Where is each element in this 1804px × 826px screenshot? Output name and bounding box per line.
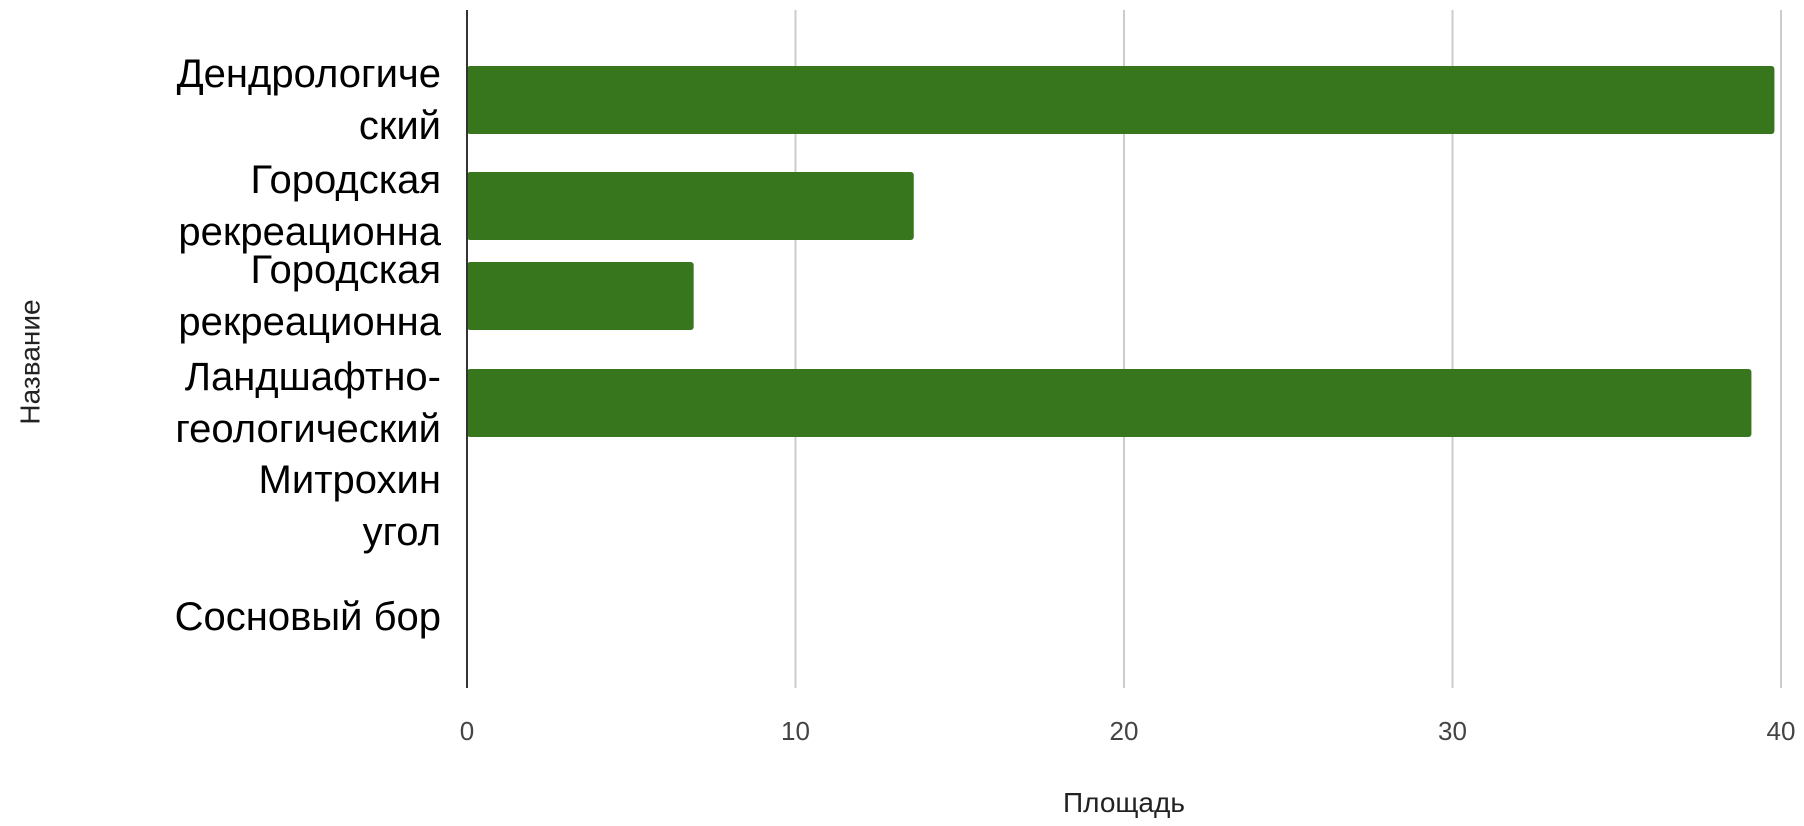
category-labels: ДендрологическийГородскаярекреационнаГор… bbox=[175, 52, 442, 639]
x-axis-title: Площадь bbox=[1063, 787, 1185, 818]
category-label: рекреационна bbox=[178, 210, 441, 254]
x-tick-label: 40 bbox=[1767, 716, 1796, 746]
x-tick-label: 30 bbox=[1438, 716, 1467, 746]
category-label: Дендрологиче bbox=[177, 52, 441, 96]
category-label: Городская bbox=[251, 248, 441, 292]
bar bbox=[467, 172, 914, 240]
x-tick-label: 20 bbox=[1110, 716, 1139, 746]
category-label: геологический bbox=[175, 407, 441, 451]
category-label: угол bbox=[363, 510, 441, 554]
category-label: Городская bbox=[251, 158, 441, 202]
x-tick-label: 0 bbox=[460, 716, 474, 746]
category-label: ский bbox=[359, 104, 441, 148]
bar bbox=[467, 66, 1775, 134]
category-label: рекреационна bbox=[178, 300, 441, 344]
category-label: Сосновый бор bbox=[175, 595, 441, 639]
bars bbox=[467, 66, 1775, 437]
y-axis-title: Название bbox=[15, 299, 46, 424]
bar bbox=[467, 369, 1752, 437]
bar bbox=[467, 262, 694, 330]
category-label: Митрохин bbox=[259, 458, 441, 502]
x-tick-labels: 0 10 20 30 40 bbox=[460, 716, 1796, 746]
category-label: Ландшафтно- bbox=[185, 355, 441, 399]
x-tick-label: 10 bbox=[781, 716, 810, 746]
